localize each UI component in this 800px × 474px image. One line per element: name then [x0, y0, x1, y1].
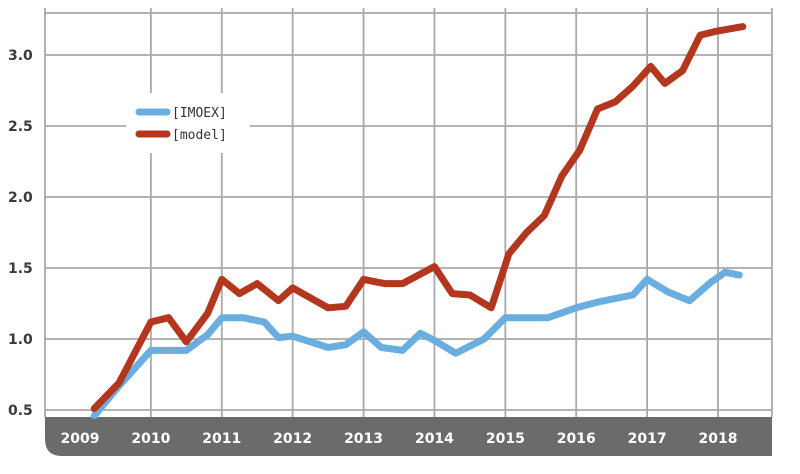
y-tick-label: 3.0 [8, 48, 33, 64]
y-tick-label: 0.5 [8, 403, 33, 419]
series-line-model [90, 23, 747, 413]
x-tick-label: 2009 [61, 431, 100, 447]
x-tick-label: 2017 [628, 431, 667, 447]
x-tick-label: 2014 [415, 431, 454, 447]
legend-label-imoex: [IMOEX] [172, 106, 227, 121]
x-axis-band [45, 417, 772, 456]
x-axis-ticks: 2009 2010 2011 2012 2013 2014 2015 2016 2017 2018 [61, 431, 738, 447]
x-tick-label: 2018 [699, 431, 738, 447]
y-tick-label: 2.0 [8, 190, 33, 206]
x-tick-label: 2010 [131, 431, 170, 447]
x-tick-label: 2012 [273, 431, 312, 447]
x-tick-label: 2011 [202, 431, 241, 447]
y-axis-ticks: 0.5 1.0 1.5 2.0 2.5 3.0 [8, 48, 33, 419]
legend: [IMOEX] [model] [126, 93, 250, 153]
gridlines [44, 8, 773, 417]
legend-label-model: [model] [172, 128, 227, 143]
legend-box [126, 93, 250, 153]
y-tick-label: 1.5 [8, 261, 33, 277]
x-tick-label: 2013 [344, 431, 383, 447]
x-tick-label: 2015 [486, 431, 525, 447]
series-lines [90, 23, 747, 420]
y-tick-label: 2.5 [8, 119, 33, 135]
series-line-imoex [90, 268, 743, 420]
x-tick-label: 2016 [557, 431, 596, 447]
y-tick-label: 1.0 [8, 332, 33, 348]
